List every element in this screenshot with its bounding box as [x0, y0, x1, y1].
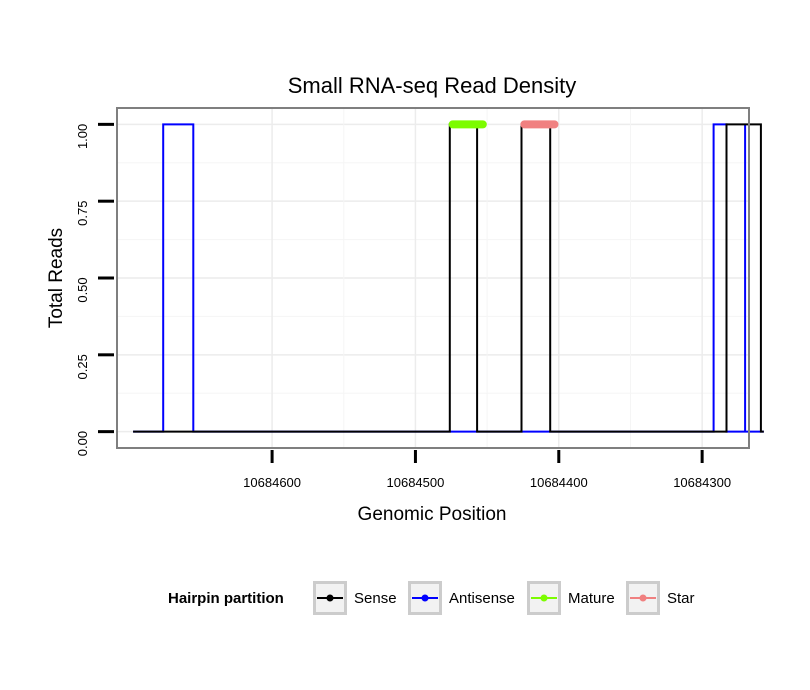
y-tick-label: 0.00	[75, 431, 90, 456]
legend-entry-antisense: Antisense	[408, 581, 515, 615]
x-tick-label: 10684400	[530, 475, 588, 490]
x-axis: 10684600 10684500 10684400 10684300	[243, 450, 731, 490]
legend: Hairpin partition Sense Antisense Mature St…	[168, 581, 695, 615]
chart-title: Small RNA-seq Read Density	[288, 73, 577, 98]
legend-key-dot	[540, 594, 548, 602]
plot-panel-border	[116, 107, 750, 449]
legend-label: Sense	[354, 590, 397, 607]
legend-entry-sense: Sense	[313, 581, 397, 615]
y-axis-title: Total Reads	[46, 228, 67, 328]
x-tick-label: 10684500	[387, 475, 445, 490]
x-tick-label: 10684600	[243, 475, 301, 490]
y-tick-label: 0.75	[75, 201, 90, 226]
y-tick-label: 0.50	[75, 277, 90, 302]
legend-label: Mature	[568, 590, 615, 607]
legend-key-dot	[326, 594, 334, 602]
series-layer	[133, 120, 764, 433]
x-tick-label: 10684300	[673, 475, 731, 490]
y-axis: 0.00 0.25 0.50 0.75 1.00	[75, 122, 114, 456]
legend-label: Antisense	[449, 590, 515, 607]
x-axis-title: Genomic Position	[358, 504, 507, 525]
legend-entries: Sense Antisense Mature Star	[313, 581, 695, 615]
y-tick-label: 1.00	[75, 124, 90, 149]
legend-key-dot	[421, 594, 429, 602]
legend-label: Star	[667, 590, 695, 607]
grid	[118, 109, 748, 447]
legend-key-dot	[639, 594, 647, 602]
legend-entry-star: Star	[626, 581, 695, 615]
legend-entry-mature: Mature	[527, 581, 615, 615]
y-tick-label: 0.25	[75, 354, 90, 379]
legend-title: Hairpin partition	[168, 590, 284, 607]
